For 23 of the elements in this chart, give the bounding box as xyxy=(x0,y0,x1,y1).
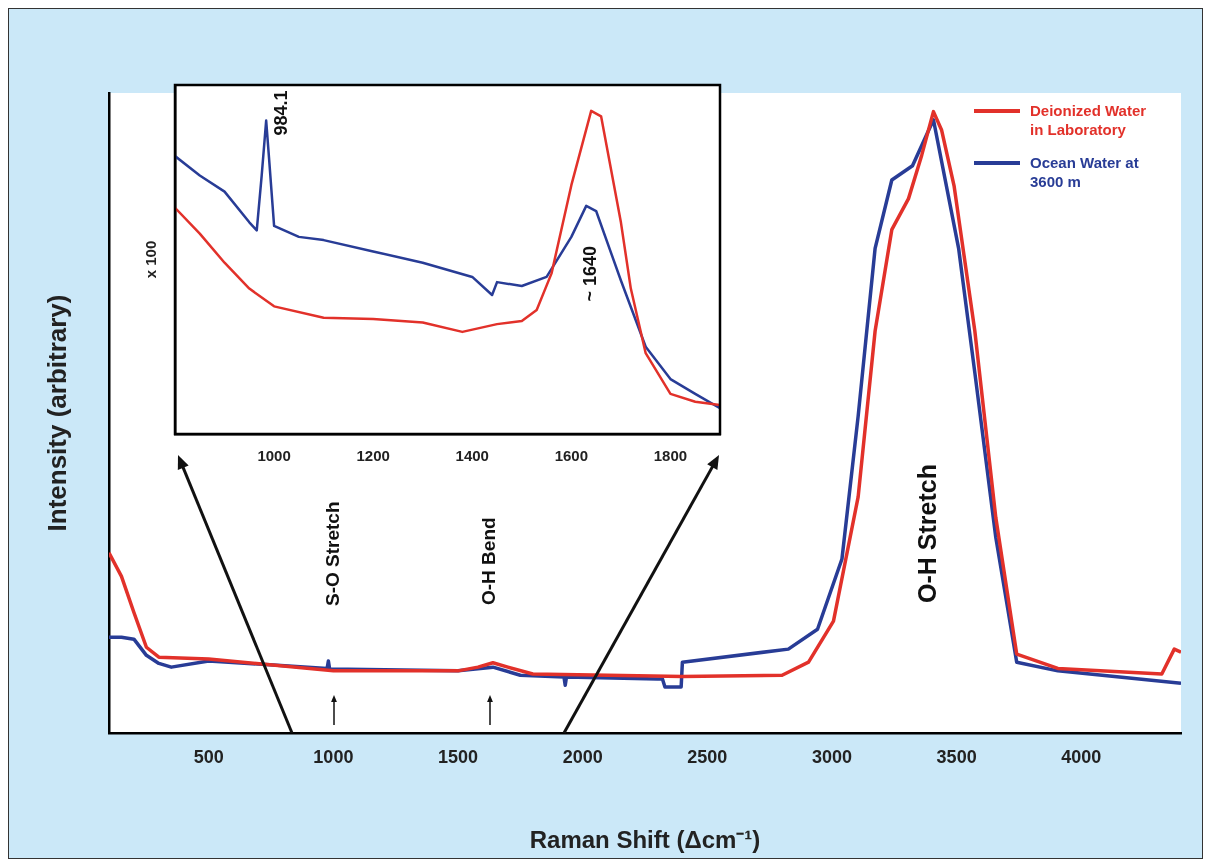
annotation: O-H Bend xyxy=(478,517,500,605)
x-tick-label: 1400 xyxy=(455,447,489,465)
x-tick-label: 4000 xyxy=(1061,746,1102,767)
x-tick-label: 500 xyxy=(193,746,224,767)
x-tick-label: 2000 xyxy=(562,746,603,767)
annotation: O-H Stretch xyxy=(912,464,941,603)
annotation: S-O Stretch xyxy=(322,501,344,606)
x-tick-label: 2500 xyxy=(687,746,728,767)
x-tick-label: 1200 xyxy=(356,447,390,465)
x-tick-label: 1000 xyxy=(257,447,291,465)
x-tick-label: 3500 xyxy=(936,746,977,767)
annotation: 984.1 xyxy=(271,90,292,136)
x-tick-label: 1600 xyxy=(554,447,589,465)
x-tick-label: 1500 xyxy=(438,746,479,767)
legend-label: Deionized Water in Laboratory xyxy=(1030,101,1148,139)
legend-label: Ocean Water at 3600 m xyxy=(1030,153,1140,191)
x-axis-title: Raman Shift (Δcm⁻¹) xyxy=(529,826,761,854)
y-axis-title: x 100 xyxy=(142,240,160,279)
y-axis-title: Intensity (arbitrary) xyxy=(41,294,72,532)
annotation: ~ 1640 xyxy=(580,245,601,302)
x-tick-label: 1800 xyxy=(653,447,688,465)
x-tick-label: 1000 xyxy=(313,746,354,767)
x-tick-label: 3000 xyxy=(811,746,852,767)
